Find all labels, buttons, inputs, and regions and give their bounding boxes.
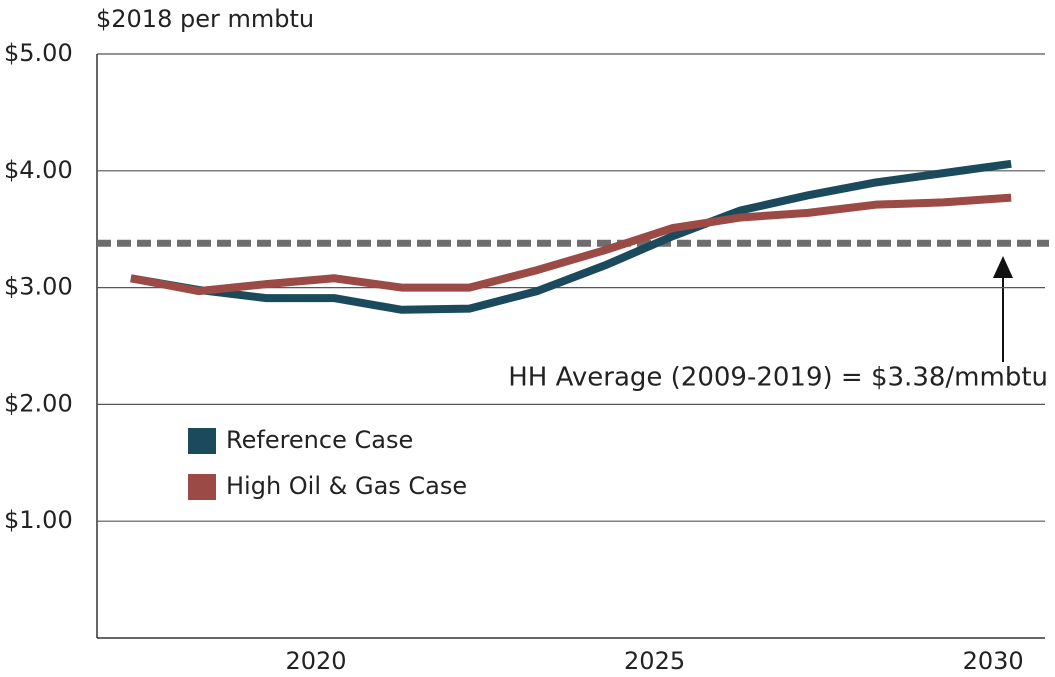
y-tick-label: $2.00: [4, 389, 73, 417]
series-line: [130, 159, 1012, 314]
x-tick-label: 2025: [624, 647, 685, 675]
y-tick-label: $4.00: [4, 156, 73, 184]
y-tick-label: $3.00: [4, 273, 73, 301]
y-tick-label: $1.00: [4, 506, 73, 534]
x-tick-label: 2030: [963, 647, 1024, 675]
legend-swatch: [188, 428, 216, 454]
legend-label: Reference Case: [226, 426, 413, 454]
x-tick-label: 2020: [285, 647, 346, 675]
annotation: HH Average (2009-2019) = $3.38/mmbtu: [508, 363, 1048, 393]
legend-swatch: [188, 474, 216, 500]
annotation-arrowhead: [993, 256, 1013, 278]
y-axis-label: $2018 per mmbtu: [96, 5, 314, 33]
series-line: [130, 193, 1012, 296]
y-tick-label: $5.00: [4, 39, 73, 67]
legend-label: High Oil & Gas Case: [226, 472, 467, 500]
